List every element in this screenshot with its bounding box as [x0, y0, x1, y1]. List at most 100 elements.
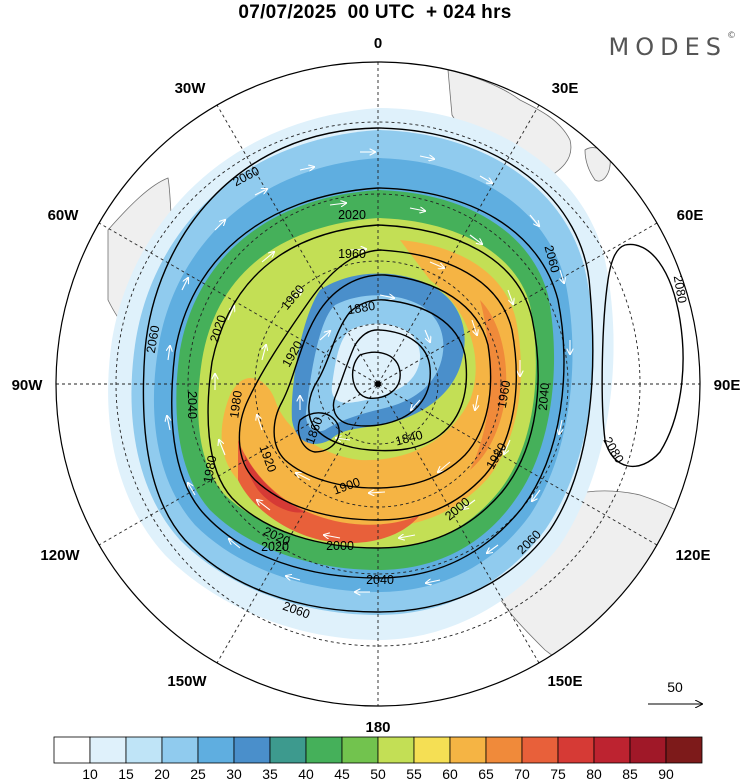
wind-vector — [475, 394, 478, 410]
contour-label: 1960 — [338, 247, 366, 261]
contour-label: 1880 — [346, 299, 376, 318]
brand-name: MODES — [608, 33, 727, 61]
contour-2020 — [171, 187, 565, 579]
colorbar-tick-label: 80 — [586, 766, 602, 782]
contour-1980 — [207, 224, 539, 549]
lon-label-30w: 30W — [175, 80, 207, 97]
contour-label: 2060 — [144, 324, 163, 354]
colorbar-tick-label: 10 — [82, 766, 98, 782]
wind-vector — [560, 269, 564, 283]
contour-label: 1980 — [201, 454, 220, 484]
wind-vectors — [167, 152, 570, 592]
contour-1840 — [332, 329, 431, 427]
wind-speed-colorbar — [53, 736, 703, 764]
meridian-30e-150w — [216, 104, 540, 664]
south-pole-marker — [375, 381, 381, 387]
lon-label-60e: 60E — [677, 207, 704, 224]
map-boundary — [55, 61, 701, 707]
contour-labels: 2060 2020 1960 1960 1880 1920 2020 2060 … — [144, 164, 690, 622]
lon-label-150w: 150W — [167, 673, 207, 690]
wind-vector — [411, 399, 421, 410]
lon-label-90w: 90W — [12, 377, 44, 394]
wind-vector — [324, 535, 341, 538]
wind-vector — [188, 483, 196, 496]
wind-vector — [399, 535, 416, 538]
colorbar-tick-label: 85 — [622, 766, 638, 782]
colorbar-tick-label: 90 — [658, 766, 674, 782]
colorbar-swatch — [521, 736, 559, 764]
wind-vector — [409, 208, 425, 211]
map-disc: 2060 2020 1960 1960 1880 1920 2020 2060 … — [56, 62, 700, 706]
colorbar-tick-label: 70 — [514, 766, 530, 782]
meridian-60e-120w — [98, 222, 658, 546]
wind-vector — [181, 278, 188, 291]
wind-vector — [529, 214, 539, 226]
contour-1960 — [238, 249, 517, 521]
latitude-circle-1 — [317, 323, 439, 445]
colorbar-tick-label: 50 — [370, 766, 386, 782]
wind-vector — [424, 329, 430, 342]
colorbar-tick-label: 30 — [226, 766, 242, 782]
colorbar-tick-label: 15 — [118, 766, 134, 782]
colorbar-swatch — [629, 736, 667, 764]
shade-band-75 — [238, 440, 420, 543]
wind-vector — [429, 261, 444, 268]
colorbar-swatch — [53, 736, 91, 764]
contour-label: 2000 — [326, 539, 354, 553]
lon-label-0: 0 — [374, 35, 382, 52]
wind-vector — [257, 415, 263, 431]
colorbar-swatch — [233, 736, 271, 764]
reference-vector-label: 50 — [667, 679, 683, 695]
colorbar-swatch — [665, 736, 703, 764]
colorbar-swatch — [485, 736, 523, 764]
wind-vector — [168, 346, 170, 361]
wind-vector — [504, 439, 511, 454]
contour-label: 2040 — [536, 382, 552, 411]
contour-2080-ridge — [601, 243, 684, 468]
wind-vector — [254, 189, 267, 196]
lon-label-180: 180 — [365, 719, 390, 736]
lon-label-90e: 90E — [714, 377, 741, 394]
longitude-labels: 0 30E 60E 90E 120E 150E 180 150W 120W 90… — [12, 35, 741, 736]
contour-label: 2020 — [261, 540, 289, 554]
map-title: 07/07/2025 00 UTC + 024 hrs — [238, 2, 512, 23]
contour-label: 2060 — [542, 244, 563, 275]
colorbar-swatch — [197, 736, 235, 764]
wind-vector — [369, 492, 386, 493]
shade-band-60 — [221, 240, 521, 528]
colorbar-labels: 10 15 20 25 30 35 40 45 50 55 60 65 70 75 80 85 90 — [82, 766, 674, 782]
colorbar-tick-label: 45 — [334, 766, 350, 782]
colorbar-swatch — [89, 736, 127, 764]
wind-vector — [261, 252, 274, 263]
contour-2060-outer — [142, 127, 594, 613]
height-contours — [142, 127, 684, 613]
shade-band-70-east — [470, 300, 507, 470]
wind-vector — [479, 175, 492, 183]
contour-label: 2040 — [185, 391, 199, 419]
wind-vector — [296, 473, 311, 481]
wind-vector — [227, 306, 234, 321]
contour-label: 1960 — [495, 379, 514, 409]
colorbar-tick-label: 75 — [550, 766, 566, 782]
wind-vector — [299, 167, 314, 170]
colorbar-tick-label: 25 — [190, 766, 206, 782]
colorbar-tick-label: 35 — [262, 766, 278, 782]
contour-1860-low — [297, 412, 340, 453]
contour-1880 — [308, 299, 468, 452]
wind-vector — [286, 576, 301, 580]
modes-logo: MODES© — [608, 31, 736, 61]
colorbar-tick-label: 65 — [478, 766, 494, 782]
contour-1920 — [273, 274, 492, 489]
wind-vector — [262, 345, 266, 361]
wind-vector — [257, 500, 271, 511]
colorbar-swatch — [305, 736, 343, 764]
colorbar-swatch — [377, 736, 415, 764]
lon-label-120e: 120E — [675, 547, 710, 564]
colorbar-tick-label: 60 — [442, 766, 458, 782]
contour-label: 1980 — [227, 390, 245, 420]
lon-label-30e: 30E — [552, 80, 579, 97]
wind-vector — [463, 499, 476, 509]
wind-vector — [289, 290, 302, 301]
wind-vector — [319, 331, 330, 341]
wind-vector — [379, 295, 394, 298]
